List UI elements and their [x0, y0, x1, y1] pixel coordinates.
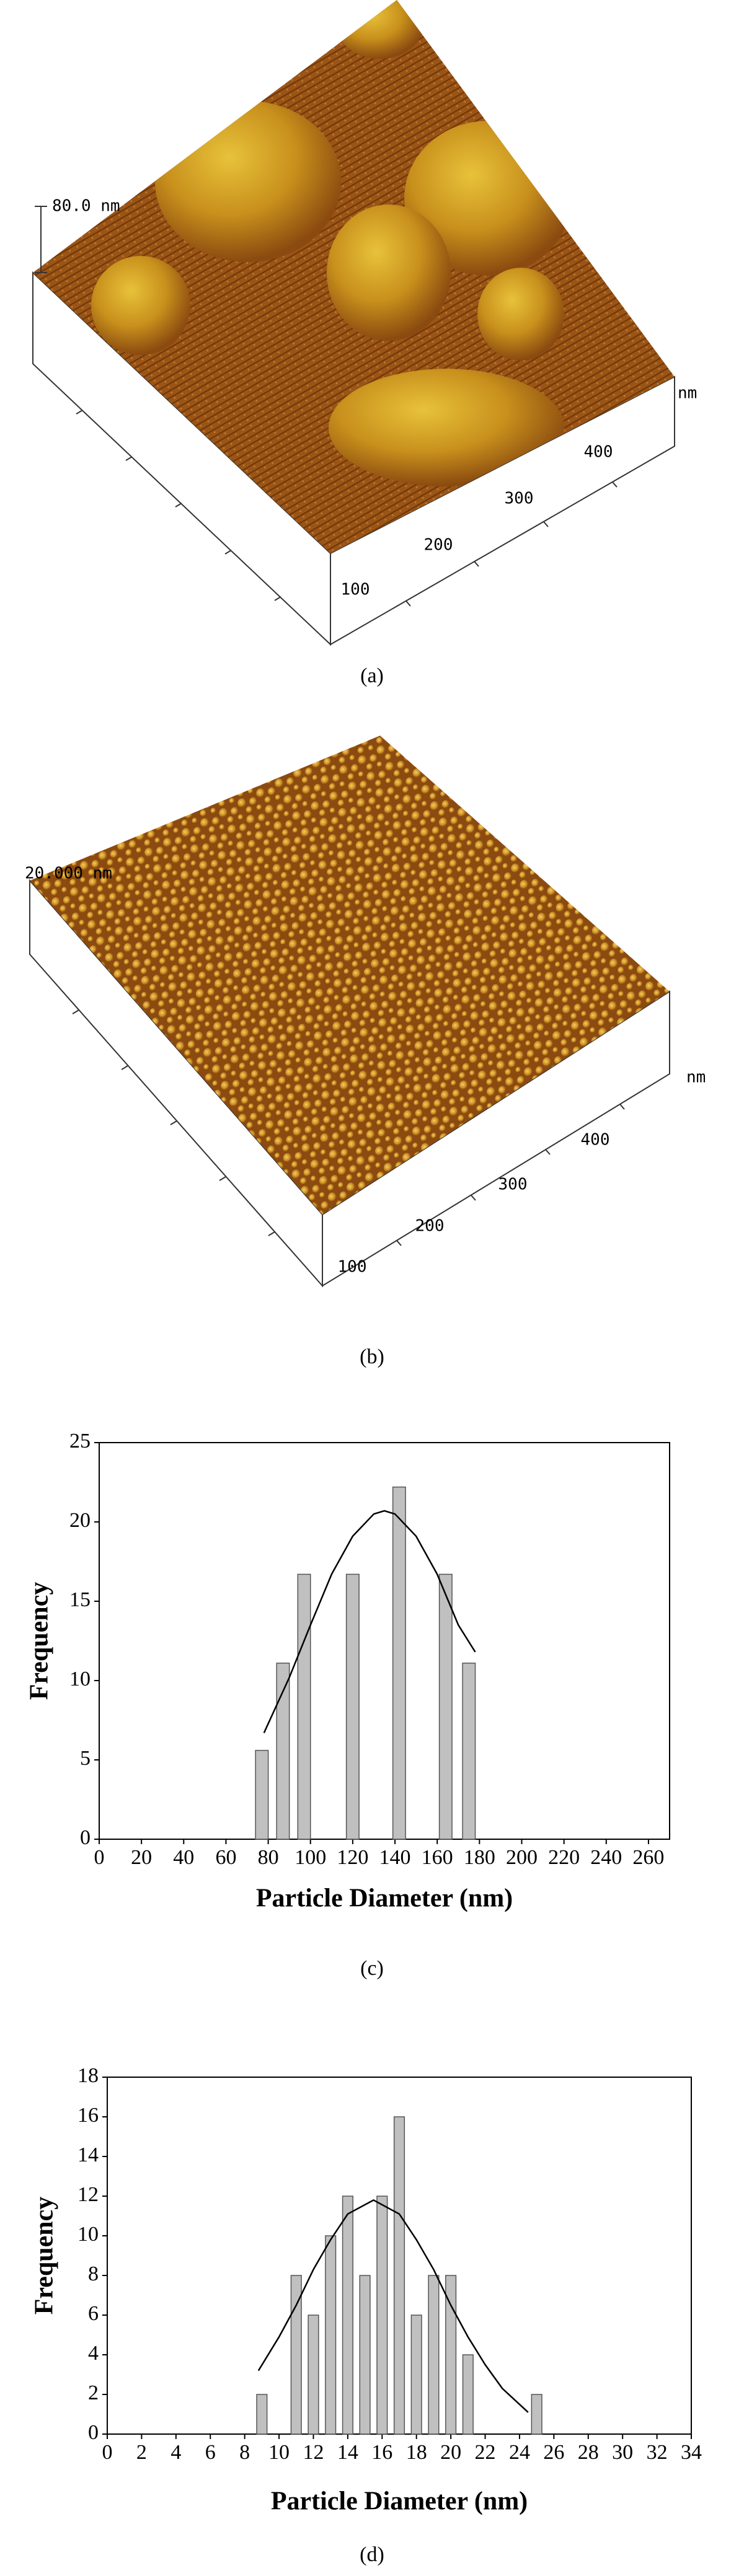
bar	[462, 1663, 476, 1840]
x-tick-label: 40	[173, 1846, 194, 1869]
y-tick-label: 10	[69, 1668, 91, 1690]
x-tick-label: 12	[303, 2441, 324, 2464]
x-tick-label: 26	[543, 2441, 564, 2464]
bar	[325, 2235, 337, 2435]
x-tick-label: 4	[170, 2441, 181, 2464]
bar	[345, 1573, 360, 1840]
bar	[392, 1486, 406, 1840]
x-tick-label: 10	[268, 2441, 290, 2464]
axis-ticks	[72, 1009, 625, 1246]
bar	[297, 1573, 311, 1840]
y-tick-label: 20	[69, 1509, 91, 1532]
x-tick-label: 34	[681, 2441, 702, 2464]
bar	[290, 2275, 302, 2435]
x-tick-label: 18	[406, 2441, 427, 2464]
axis-unit: nm	[678, 384, 697, 403]
x-tick-label: 220	[548, 1846, 580, 1869]
bar	[428, 2275, 440, 2435]
y-tick-label: 10	[78, 2223, 99, 2246]
x-tick-label: 260	[632, 1846, 664, 1869]
surface	[30, 736, 670, 1215]
y-axis-label: Frequency	[30, 2197, 59, 2315]
caption: (b)	[360, 1345, 384, 1368]
y-tick-label: 18	[78, 2064, 99, 2087]
bar	[410, 2314, 422, 2435]
y-tick-label: 8	[88, 2262, 99, 2285]
x-tick-label: 200	[506, 1846, 538, 1869]
x-tick-label: 28	[578, 2441, 599, 2464]
x-tick-label: 120	[337, 1846, 368, 1869]
axis-tick-label: 100	[338, 1258, 367, 1277]
x-tick-label: 140	[379, 1846, 411, 1869]
y-tick-label: 6	[88, 2302, 99, 2325]
bar	[376, 2196, 388, 2435]
surface	[33, 0, 675, 553]
bar	[342, 2196, 353, 2435]
caption: (d)	[360, 2543, 384, 2566]
x-tick-label: 16	[371, 2441, 392, 2464]
x-axis-label: Particle Diameter (nm)	[256, 1884, 513, 1913]
axis-tick-label: 300	[498, 1176, 528, 1194]
bar	[255, 1749, 269, 1840]
x-tick-label: 30	[612, 2441, 633, 2464]
bar	[438, 1573, 453, 1840]
x-tick-label: 60	[215, 1846, 236, 1869]
x-tick-label: 0	[102, 2441, 113, 2464]
plot-frame	[99, 1442, 670, 1840]
y-tick-label: 16	[78, 2104, 99, 2127]
x-tick-label: 240	[590, 1846, 622, 1869]
axis-tick-label: 200	[415, 1217, 445, 1236]
afm-image-b: 20.000 nm 100 200 300 400 nm (b)	[25, 736, 706, 1368]
x-tick-label: 160	[422, 1846, 453, 1869]
axis-tick-label: 300	[505, 490, 534, 508]
x-tick-label: 20	[440, 2441, 461, 2464]
bar	[393, 2116, 405, 2435]
bar	[531, 2394, 542, 2435]
y-tick-label: 25	[69, 1430, 91, 1453]
y-tick-label: 5	[80, 1747, 91, 1770]
afm-image-a: 80.0 nm 100 200 300 400 nm (a)	[32, 0, 697, 687]
fit-curve	[263, 1510, 476, 1733]
x-tick-label: 32	[647, 2441, 668, 2464]
caption: (c)	[360, 1957, 384, 1980]
axis-tick-label: 200	[424, 536, 453, 555]
axis-tick-label: 400	[584, 443, 613, 462]
x-tick-label: 6	[205, 2441, 216, 2464]
axis-tick-label: 100	[341, 581, 370, 599]
bar	[462, 2354, 474, 2435]
x-tick-label: 14	[337, 2441, 358, 2464]
bar	[256, 2394, 268, 2435]
axis-ticks	[76, 410, 618, 607]
y-tick-label: 12	[78, 2183, 99, 2206]
bar	[359, 2275, 371, 2435]
bar	[445, 2275, 457, 2435]
x-tick-label: 0	[94, 1846, 105, 1869]
x-tick-label: 20	[131, 1846, 152, 1869]
fit-curve	[257, 2199, 529, 2413]
axis-tick-label: 400	[581, 1131, 610, 1150]
scale-label: 20.000 nm	[25, 864, 112, 883]
y-tick-label: 2	[88, 2381, 99, 2404]
y-tick-label: 0	[80, 1826, 91, 1849]
x-axis-label: Particle Diameter (nm)	[271, 2487, 528, 2516]
x-tick-label: 8	[239, 2441, 250, 2464]
bar	[276, 1663, 290, 1840]
caption: (a)	[360, 664, 384, 687]
y-tick-label: 0	[88, 2421, 99, 2444]
x-tick-label: 24	[509, 2441, 530, 2464]
x-tick-label: 80	[258, 1846, 279, 1869]
y-tick-label: 15	[69, 1588, 91, 1611]
x-tick-label: 22	[475, 2441, 496, 2464]
y-tick-label: 14	[78, 2143, 99, 2166]
x-tick-label: 100	[294, 1846, 326, 1869]
y-axis-label: Frequency	[25, 1582, 54, 1700]
x-tick-label: 2	[136, 2441, 147, 2464]
y-tick-label: 4	[88, 2342, 99, 2365]
bar	[308, 2314, 319, 2435]
scale-label: 80.0 nm	[52, 197, 120, 216]
axis-unit: nm	[686, 1068, 706, 1087]
x-tick-label: 180	[464, 1846, 495, 1869]
